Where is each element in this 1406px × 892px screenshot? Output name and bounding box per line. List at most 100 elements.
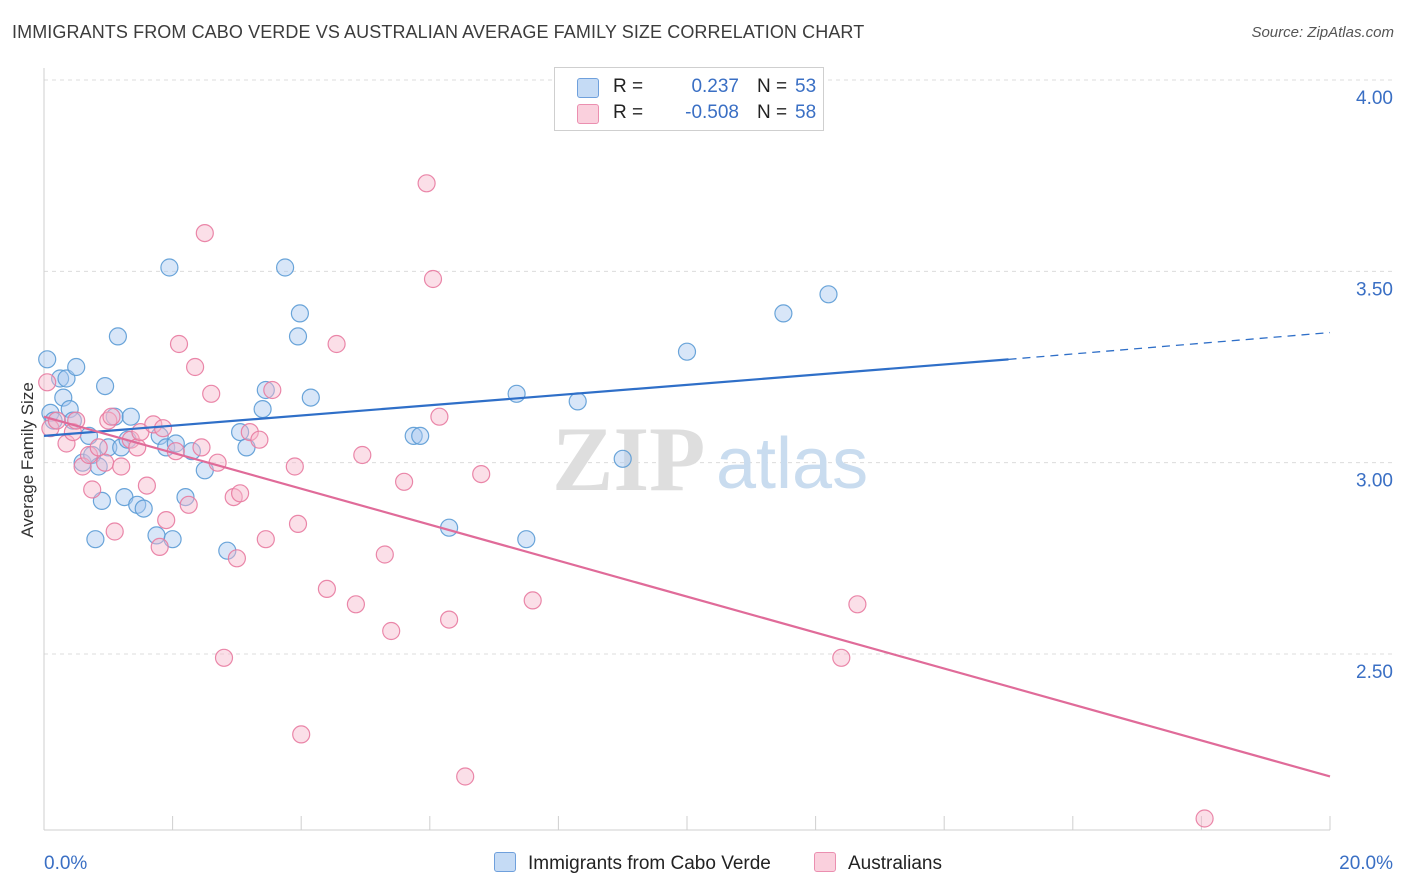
data-point [112,457,131,476]
data-point [423,269,443,289]
data-point [95,453,115,472]
data-point [150,537,169,557]
data-point [346,595,365,614]
data-point [276,258,295,277]
data-point [517,530,536,549]
data-point [677,342,697,361]
data-point [290,304,309,323]
data-points [38,174,1214,828]
data-point [523,591,542,610]
data-point [317,579,336,599]
trend-extension-cabo-verde [1008,331,1331,360]
data-point [179,495,198,514]
data-point [134,499,153,518]
legend-r-value: -0.508 [685,102,739,123]
data-point [263,380,282,400]
legend-label: Immigrants from Cabo Verde [528,853,771,874]
data-point [472,465,491,484]
data-point [95,377,115,396]
data-point [301,388,320,407]
data-point [395,472,414,491]
data-point [417,174,436,193]
data-point [256,380,275,400]
data-point [144,415,163,434]
data-point [83,480,102,499]
data-point [38,373,57,392]
data-point [108,327,128,346]
data-point [105,522,124,541]
watermark-zip: ZIP [552,408,705,510]
y-tick-label: 3.00 [1356,471,1393,492]
data-point [227,549,246,568]
data-point [375,545,394,564]
y-tick-label: 4.00 [1356,88,1393,109]
data-point [774,304,793,323]
data-point [231,423,250,442]
legend-n-value: 58 [795,102,817,123]
legend-swatch-blue [494,852,516,872]
data-point [202,384,221,403]
data-point [382,621,401,641]
y-tick-label: 2.50 [1356,662,1393,683]
data-point [819,285,838,304]
x-tick-label: 0.0% [44,853,87,874]
watermark: ZIP atlas [552,408,868,510]
data-point [256,530,275,549]
legend-r-value: 0.237 [691,76,739,97]
legend-swatch-blue [577,78,599,98]
trend-line-cabo-verde [43,358,1009,437]
data-point [169,334,189,354]
data-point [67,357,86,377]
data-point [73,457,92,476]
data-point [160,258,179,277]
y-tick-labels: 2.50 3.00 3.50 4.00 [1356,88,1393,683]
chart-title: IMMIGRANTS FROM CABO VERDE VS AUSTRALIAN… [12,22,865,42]
data-point [440,610,459,629]
data-point [832,648,851,667]
data-point [285,457,304,476]
data-point [456,767,475,786]
data-point [86,530,105,549]
x-tick-labels: 0.0% 20.0% [44,853,1393,874]
legend-label: Australians [848,853,942,874]
legend-n-label: N = [757,76,788,97]
y-tick-label: 3.50 [1356,279,1393,300]
data-point [137,476,156,495]
trend-line-australians [43,415,1331,778]
axes [43,68,1331,831]
legend-r-label: R = [613,76,644,97]
data-point [166,434,185,453]
stats-legend: R = 0.237 N = 53 R = -0.508 N = 58 [554,67,824,131]
series-cabo-verde [38,258,838,560]
data-point [568,392,587,411]
data-point [848,595,867,614]
data-point [195,224,214,243]
legend-item-australians[interactable]: Australians [814,852,942,875]
x-tick-label: 20.0% [1339,853,1393,874]
data-point [411,426,430,445]
legend-r-label: R = [613,102,644,123]
data-point [54,388,73,407]
data-point [186,357,205,377]
data-point [153,419,173,438]
y-axis-label: Average Family Size [18,382,37,538]
data-point [218,541,237,560]
data-point [60,400,79,419]
data-point [1195,809,1214,828]
data-point [404,426,423,445]
data-point [288,327,308,346]
data-point [613,449,632,468]
data-point [288,514,308,534]
data-point [214,648,234,667]
watermark-atlas: atlas [716,424,868,504]
grid-lines [44,79,1392,655]
legend-swatch-pink [814,852,836,872]
legend-swatch-pink [577,104,599,124]
legend-item-cabo-verde[interactable]: Immigrants from Cabo Verde [494,852,771,875]
data-point [121,407,140,426]
series-australians [38,174,1214,828]
legend-n-value: 53 [795,76,817,97]
data-point [327,334,346,354]
data-point [353,445,372,465]
